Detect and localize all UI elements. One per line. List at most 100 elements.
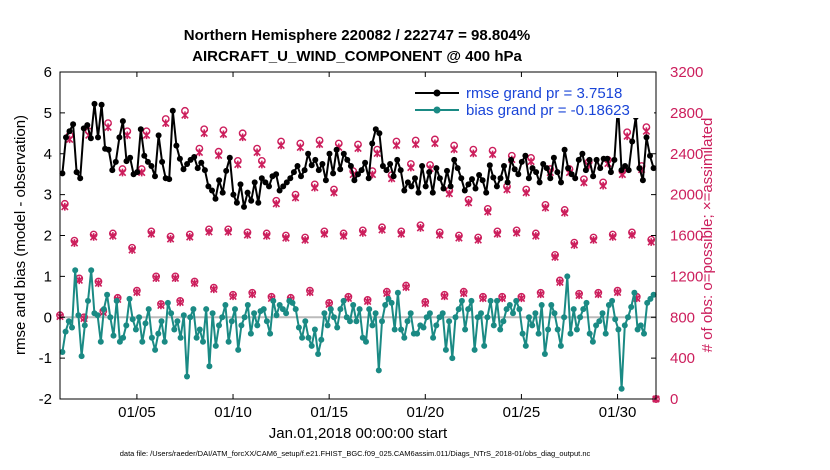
rmse-point <box>593 156 600 163</box>
bias-point <box>75 312 82 319</box>
bias-point <box>232 306 238 313</box>
rmse-point <box>622 163 629 169</box>
rmse-point <box>493 183 500 190</box>
obs-assimilated-marker <box>647 238 655 246</box>
rmse-point <box>525 175 532 182</box>
rmse-point <box>426 169 433 176</box>
rmse-point <box>572 175 579 182</box>
obs-assimilated-marker <box>176 298 184 307</box>
bias-point <box>318 336 325 343</box>
obs-assimilated-marker <box>181 111 189 119</box>
rmse-point <box>522 152 529 159</box>
x-axis-label: Jan.01,2018 00:00:00 start <box>269 425 448 442</box>
rmse-point <box>501 163 507 169</box>
bias-point <box>379 318 385 325</box>
obs-assimilated-marker <box>243 231 252 239</box>
rmse-point <box>305 150 312 157</box>
rmse-point <box>465 181 472 188</box>
bias-point <box>321 310 328 317</box>
obs-assimilated-marker <box>498 294 506 303</box>
obs-assimilated-marker <box>464 198 473 207</box>
rmse-point <box>198 159 205 166</box>
x-axis-ticks: 01/05 01/10 01/15 01/20 01/25 01/30 <box>118 72 636 421</box>
left-tick-label: 2 <box>44 228 52 245</box>
series-layer <box>59 100 657 392</box>
x-tick-label: 01/10 <box>214 404 252 421</box>
bias-point <box>219 314 226 321</box>
bias-point <box>637 322 644 329</box>
obs-assimilated-marker <box>234 160 242 169</box>
rmse-point <box>262 179 269 186</box>
bias-point <box>247 330 254 337</box>
obs-assimilated-marker <box>522 188 530 197</box>
obs-assimilated-marker <box>411 140 420 149</box>
rmse-point <box>511 166 518 173</box>
x-tick-label: 01/20 <box>407 404 445 421</box>
rmse-point <box>508 156 515 163</box>
rmse-point <box>226 154 233 161</box>
bias-point <box>442 346 449 353</box>
rmse-point <box>144 158 151 165</box>
bias-point <box>251 310 258 317</box>
bias-point <box>414 330 421 337</box>
bias-point <box>206 363 213 370</box>
obs-assimilated-marker <box>339 232 348 240</box>
rmse-point <box>152 173 158 180</box>
bias-point <box>123 322 130 329</box>
rmse-point <box>436 175 443 182</box>
rmse-point <box>568 171 575 178</box>
rmse-point <box>141 152 148 159</box>
obs-assimilated-marker <box>541 203 550 212</box>
bias-point <box>190 306 197 313</box>
rmse-point <box>629 138 636 145</box>
bias-point <box>570 306 577 313</box>
obs-assimilated-marker <box>469 149 478 158</box>
rmse-point <box>547 175 554 182</box>
obs-assimilated-marker <box>89 233 98 241</box>
rmse-point <box>625 167 632 174</box>
rmse-point <box>59 170 66 177</box>
obs-assimilated-marker <box>493 230 502 238</box>
obs-assimilated-marker <box>474 236 482 244</box>
bias-point <box>564 273 571 280</box>
rmse-point <box>497 175 504 182</box>
left-axis-ticks: -2 -1 0 1 2 3 4 5 6 <box>39 64 65 408</box>
bias-point <box>557 342 564 349</box>
bias-point <box>337 306 344 313</box>
bias-point <box>500 318 507 325</box>
bias-point <box>267 330 274 337</box>
bias-point <box>363 338 369 345</box>
bias-point <box>426 310 433 317</box>
bias-point <box>404 318 411 325</box>
bias-point <box>81 322 88 329</box>
obs-assimilated-marker <box>142 131 151 140</box>
obs-assimilated-marker <box>589 236 598 244</box>
bias-point <box>647 295 654 302</box>
bias-point <box>625 314 631 321</box>
rmse-point <box>540 161 547 167</box>
obs-assimilated-marker <box>262 232 271 240</box>
rmse-point <box>248 197 255 204</box>
bias-point <box>478 310 484 317</box>
bias-point <box>132 326 139 333</box>
bias-point <box>212 342 219 349</box>
bias-point <box>490 322 497 329</box>
rmse-point <box>219 189 226 196</box>
left-tick-label: 5 <box>44 105 52 122</box>
rmse-point <box>390 173 397 180</box>
bias-point <box>436 314 443 321</box>
rmse-point <box>433 165 440 172</box>
obs-assimilated-marker <box>378 226 386 234</box>
bias-point <box>302 318 309 325</box>
bias-point <box>152 346 159 353</box>
rmse-point <box>604 155 611 162</box>
bias-point <box>605 302 612 308</box>
bias-point <box>567 330 574 337</box>
rmse-point <box>419 163 426 169</box>
obs-assimilated-marker <box>219 130 228 139</box>
rmse-point <box>87 135 94 142</box>
rmse-point <box>372 126 379 133</box>
bias-point <box>526 314 532 321</box>
bias-point <box>548 302 555 308</box>
bias-point <box>583 299 590 306</box>
